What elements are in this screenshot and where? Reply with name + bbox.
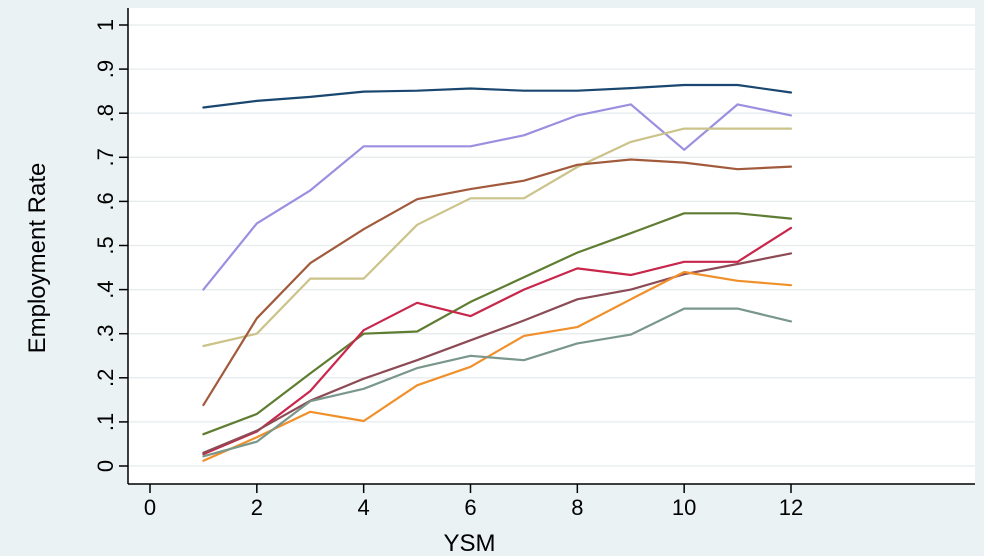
y-tick-label: 0 [93, 460, 118, 472]
y-tick-label: .6 [93, 192, 118, 210]
y-tick-label: 1 [93, 19, 118, 31]
x-tick-label: 4 [358, 495, 370, 520]
x-tick-label: 6 [464, 495, 476, 520]
y-tick-label: .4 [93, 280, 118, 298]
series-line-1 [202, 83, 793, 109]
series-line-9 [202, 307, 793, 458]
axes: 0.1.2.3.4.5.6.7.8.910 2 4 6 8 10 12 [93, 8, 975, 520]
series-line-5 [202, 212, 793, 436]
x-axis-title: YSM [443, 530, 495, 556]
y-tick-label: .7 [93, 148, 118, 166]
y-tick-label: .2 [93, 369, 118, 387]
y-tick-label: .5 [93, 236, 118, 254]
series-line-6 [202, 226, 793, 456]
y-tick-label: .1 [93, 413, 118, 431]
series-lines [202, 83, 793, 462]
series-line-4 [202, 158, 793, 407]
x-tick-label: 12 [779, 495, 803, 520]
y-axis-title: Employment Rate [24, 163, 51, 354]
x-tick-label: 8 [571, 495, 583, 520]
x-tick-label: 2 [251, 495, 263, 520]
y-tick-label: .9 [93, 60, 118, 78]
x-tick-label: 10 [672, 495, 696, 520]
y-tick-label: .3 [93, 325, 118, 343]
series-line-3 [202, 127, 793, 348]
gridlines [128, 24, 975, 467]
y-tick-label: .8 [93, 104, 118, 122]
series-line-8 [202, 270, 793, 462]
x-tick-label: 0 [144, 495, 156, 520]
series-line-2 [202, 103, 793, 291]
